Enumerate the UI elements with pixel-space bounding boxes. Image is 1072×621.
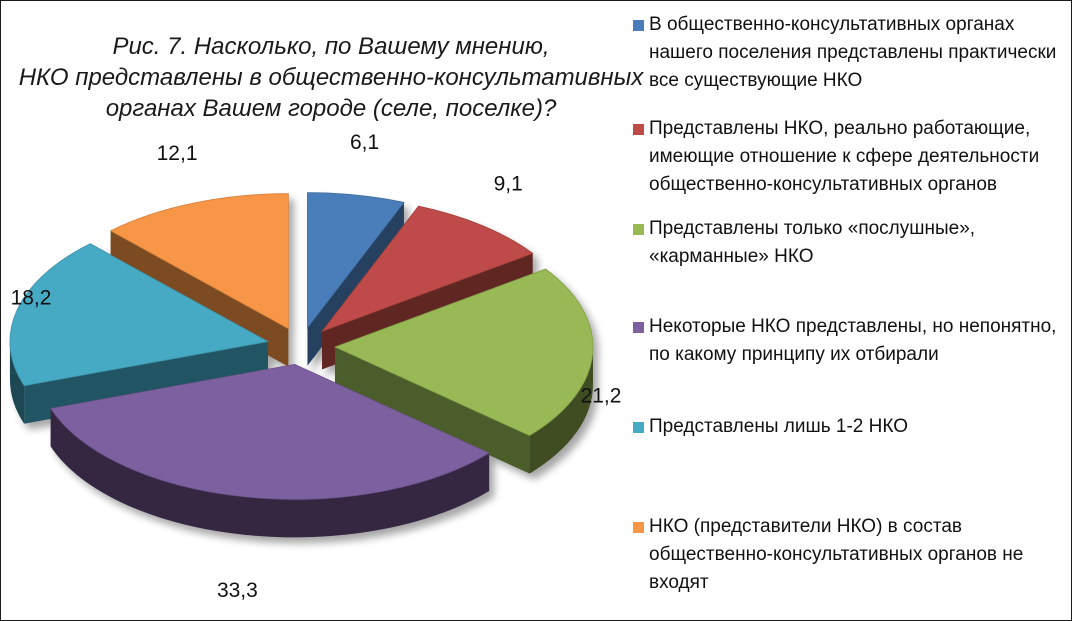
pie-slice-wall xyxy=(334,346,530,474)
data-label-3: 21,2 xyxy=(581,384,622,407)
legend-label: Некоторые НКО представлены, но непонятно… xyxy=(649,316,1057,365)
pie-slice-rim xyxy=(50,408,490,538)
legend-label: В общественно-консультативных органах на… xyxy=(649,14,1057,91)
chart-title-line-3: органах Вашем городе (селе, поселке)? xyxy=(105,95,557,122)
pie-slice-rim xyxy=(529,346,593,474)
pie-slice-top xyxy=(307,192,405,329)
data-label-5: 18,2 xyxy=(11,287,52,310)
chart-title: Рис. 7. Насколько, по Вашему мнению, НКО… xyxy=(1,31,661,124)
pie-slice-top xyxy=(109,193,289,330)
legend-swatch xyxy=(633,20,644,31)
pie-chart: 6,1 9,1 21,2 33,3 18,2 12,1 xyxy=(9,131,622,602)
pie-slice-3 xyxy=(333,268,594,474)
legend-item-1: В общественно-консультативных органах на… xyxy=(631,11,1061,95)
data-label-2: 9,1 xyxy=(494,172,523,195)
pie-slice-top xyxy=(50,363,490,500)
legend-swatch xyxy=(633,322,644,333)
legend-item-6: НКО (представители НКО) в состав обществ… xyxy=(631,513,1061,597)
pie-slice-rim xyxy=(9,341,25,424)
legend-swatch xyxy=(633,522,644,533)
legend-item-4: Некоторые НКО представлены, но непонятно… xyxy=(631,313,1061,369)
legend-label: Представлены только «послушные», «карман… xyxy=(649,218,976,267)
chart-legend: В общественно-консультативных органах на… xyxy=(631,1,1071,620)
legend-label: Представлены НКО, реально работающие, им… xyxy=(649,118,1040,195)
legend-swatch xyxy=(633,422,644,433)
legend-item-3: Представлены только «послушные», «карман… xyxy=(631,215,1061,271)
legend-label: Представлены лишь 1-2 НКО xyxy=(649,416,908,437)
legend-item-5: Представлены лишь 1-2 НКО xyxy=(631,413,1061,441)
legend-swatch xyxy=(633,124,644,135)
data-label-1: 6,1 xyxy=(350,131,379,154)
legend-item-2: Представлены НКО, реально работающие, им… xyxy=(631,115,1061,199)
pie-slice-top xyxy=(333,268,594,437)
legend-label: НКО (представители НКО) в состав обществ… xyxy=(649,516,1024,593)
legend-swatch xyxy=(633,224,644,235)
data-label-4: 33,3 xyxy=(217,579,258,602)
chart-title-line-1: Рис. 7. Насколько, по Вашему мнению, xyxy=(112,33,550,60)
pie-slice-top xyxy=(320,205,534,333)
chart-title-line-2: НКО представлены в общественно-консульта… xyxy=(18,64,644,91)
data-label-6: 12,1 xyxy=(157,142,198,165)
pie-slice-4 xyxy=(50,363,490,538)
pie-slice-top xyxy=(9,243,270,387)
